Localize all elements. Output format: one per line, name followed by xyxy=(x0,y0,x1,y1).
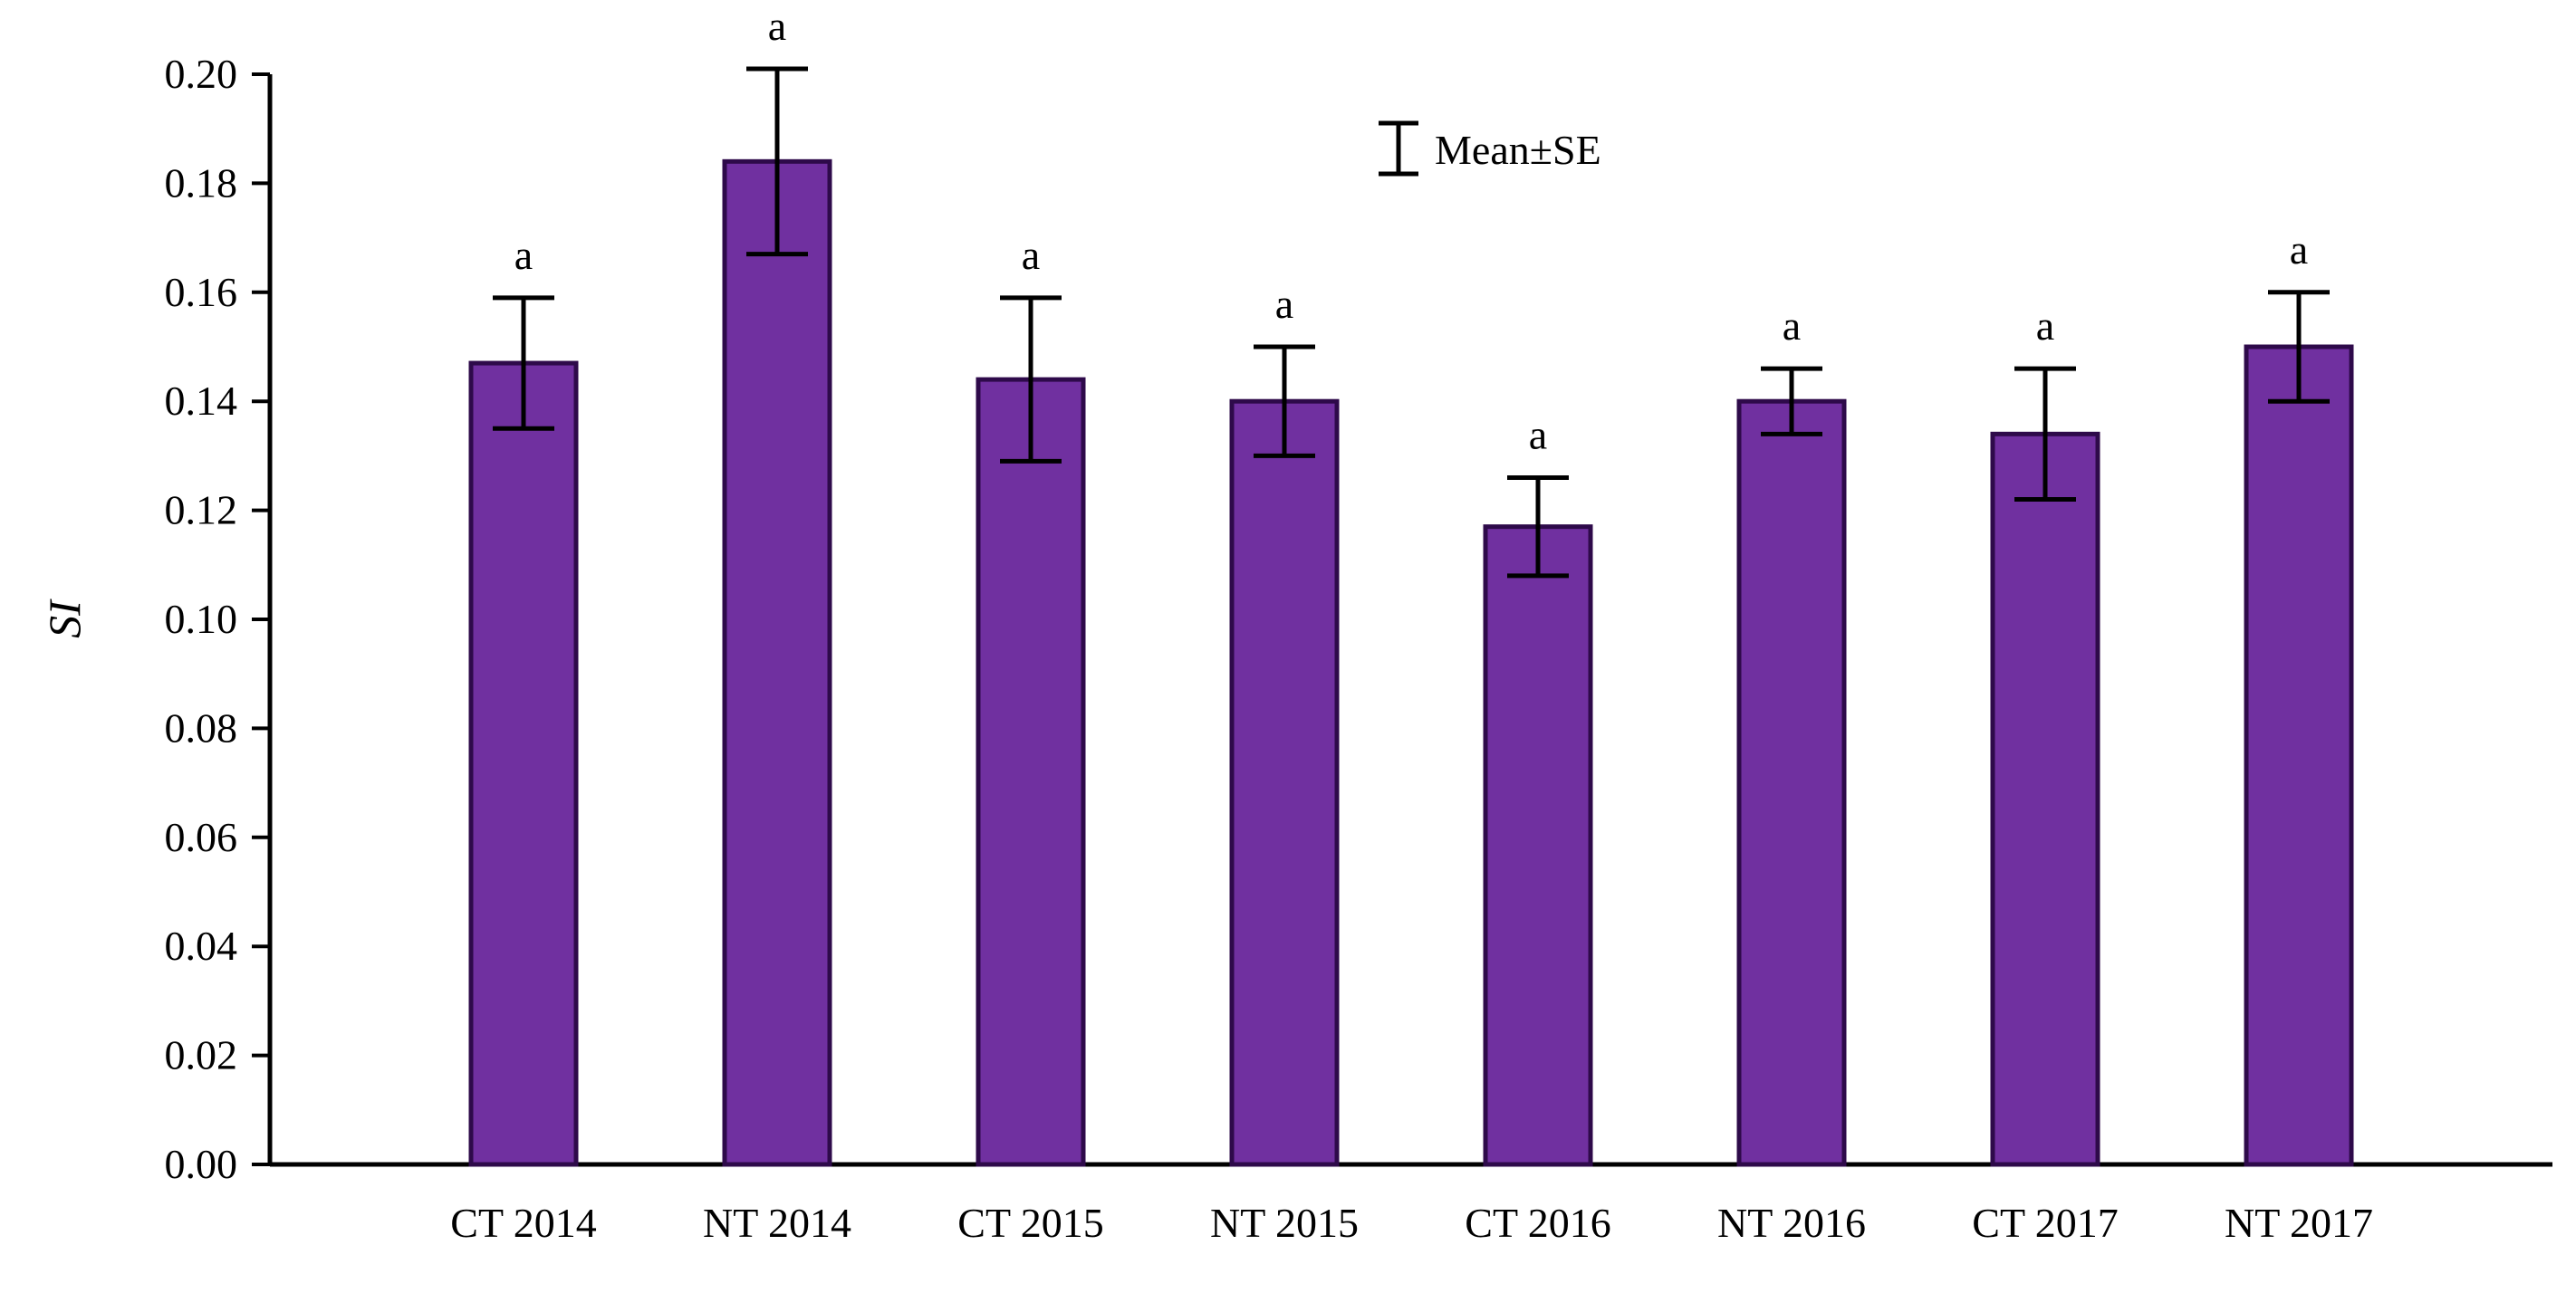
error-bar xyxy=(2014,366,2076,503)
y-tick-label: 0.04 xyxy=(165,923,238,969)
bar xyxy=(2244,344,2354,1167)
bar xyxy=(1229,398,1340,1167)
significance-letter: a xyxy=(1022,232,1040,278)
category-label: CT 2017 xyxy=(1972,1200,2118,1246)
category-label: NT 2014 xyxy=(703,1200,851,1246)
error-bar-icon xyxy=(1379,120,1418,177)
significance-letter: a xyxy=(768,3,786,49)
y-tick-label: 0.20 xyxy=(165,51,238,97)
error-bar xyxy=(746,66,808,257)
error-bar xyxy=(1254,344,1315,458)
bars xyxy=(468,158,2354,1167)
significance-labels: a a a a a a a a xyxy=(514,3,2308,458)
error-bar xyxy=(1507,474,1569,579)
axes xyxy=(267,74,2552,1167)
bar xyxy=(722,158,832,1167)
bar xyxy=(468,360,579,1167)
y-tick-label: 0.00 xyxy=(165,1141,238,1187)
y-tick-label: 0.02 xyxy=(165,1032,238,1078)
category-label: CT 2014 xyxy=(450,1200,596,1246)
significance-letter: a xyxy=(1529,411,1547,457)
error-bar xyxy=(493,295,554,431)
y-tick-label: 0.08 xyxy=(165,704,238,751)
category-label: CT 2015 xyxy=(957,1200,1103,1246)
significance-letter: a xyxy=(2036,302,2054,349)
y-tick-label: 0.18 xyxy=(165,159,238,206)
y-tick-label: 0.14 xyxy=(165,378,238,424)
category-label: NT 2015 xyxy=(1210,1200,1359,1246)
error-bars xyxy=(493,66,2330,579)
legend: Mean±SE xyxy=(1379,120,1601,177)
category-label: NT 2017 xyxy=(2225,1200,2373,1246)
y-tick-label: 0.06 xyxy=(165,814,238,860)
category-label: NT 2016 xyxy=(1717,1200,1866,1246)
y-axis-title: SI xyxy=(39,599,90,638)
significance-letter: a xyxy=(1275,281,1293,327)
significance-letter: a xyxy=(1783,302,1801,349)
bar xyxy=(1990,431,2100,1167)
error-bar xyxy=(1000,295,1062,464)
bar xyxy=(976,377,1086,1167)
significance-letter: a xyxy=(514,232,533,278)
bar xyxy=(1483,524,1593,1167)
y-ticks: 0.00 0.02 0.04 0.06 0.08 0.10 0.12 0.14 0.16 0.18… xyxy=(165,51,270,1187)
category-labels: CT 2014 NT 2014 CT 2015 NT 2015 CT 2016 NT 20… xyxy=(450,1200,2373,1246)
error-bar xyxy=(1761,366,1822,436)
y-tick-label: 0.12 xyxy=(165,487,238,533)
bar xyxy=(1736,398,1847,1167)
error-bar xyxy=(2268,290,2330,404)
significance-letter: a xyxy=(2290,226,2308,273)
category-label: CT 2016 xyxy=(1465,1200,1610,1246)
y-tick-label: 0.10 xyxy=(165,596,238,642)
legend-label: Mean±SE xyxy=(1435,127,1601,173)
y-tick-label: 0.16 xyxy=(165,269,238,315)
